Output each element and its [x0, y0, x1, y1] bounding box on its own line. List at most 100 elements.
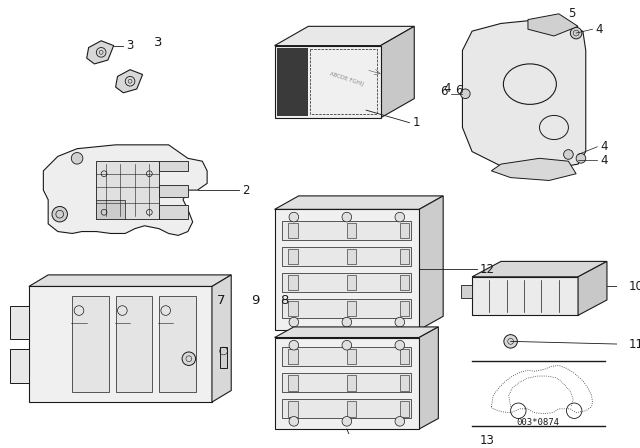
Circle shape [289, 340, 299, 350]
Circle shape [564, 150, 573, 159]
Bar [220, 347, 227, 368]
Bar [400, 401, 410, 417]
Circle shape [52, 207, 67, 222]
Circle shape [182, 352, 196, 366]
Circle shape [504, 335, 517, 348]
Circle shape [342, 340, 351, 350]
Polygon shape [419, 196, 443, 330]
Bar [282, 273, 412, 292]
Bar [288, 375, 298, 391]
Text: 6: 6 [440, 86, 448, 99]
Circle shape [461, 89, 470, 99]
Polygon shape [275, 337, 419, 429]
Polygon shape [419, 327, 438, 429]
Text: 3: 3 [126, 39, 134, 52]
Circle shape [395, 212, 404, 222]
Polygon shape [159, 185, 188, 197]
Bar [288, 349, 298, 365]
Polygon shape [461, 284, 472, 298]
Polygon shape [492, 158, 576, 181]
Polygon shape [463, 20, 586, 171]
Text: 3: 3 [154, 36, 163, 49]
Text: 1: 1 [412, 116, 420, 129]
Polygon shape [275, 46, 381, 118]
Text: 4: 4 [600, 140, 608, 153]
Polygon shape [381, 26, 414, 118]
Polygon shape [578, 262, 607, 315]
Circle shape [395, 417, 404, 426]
Polygon shape [86, 41, 114, 64]
Polygon shape [528, 14, 578, 36]
Text: 8: 8 [280, 294, 289, 307]
Bar [400, 375, 410, 391]
Bar [400, 349, 410, 365]
Text: 5: 5 [568, 7, 576, 20]
Bar [282, 347, 412, 366]
Text: 7: 7 [218, 294, 226, 307]
Polygon shape [472, 277, 578, 315]
Bar [159, 296, 196, 392]
Bar [347, 249, 356, 264]
Circle shape [395, 340, 404, 350]
Bar [347, 349, 356, 365]
Polygon shape [159, 161, 188, 171]
Bar [282, 299, 412, 318]
Polygon shape [472, 262, 607, 277]
Polygon shape [275, 26, 414, 46]
Bar [347, 223, 356, 238]
Circle shape [71, 152, 83, 164]
Circle shape [342, 317, 351, 327]
Bar [288, 301, 298, 316]
Polygon shape [212, 275, 231, 402]
Polygon shape [275, 327, 438, 337]
Polygon shape [10, 349, 29, 383]
Text: 10: 10 [629, 280, 640, 293]
Circle shape [342, 212, 351, 222]
Circle shape [576, 154, 586, 163]
Bar [72, 296, 109, 392]
Bar [282, 373, 412, 392]
Bar [400, 223, 410, 238]
Circle shape [395, 317, 404, 327]
Text: 4: 4 [595, 23, 603, 36]
Polygon shape [276, 47, 308, 116]
Text: 12: 12 [480, 263, 495, 276]
Polygon shape [275, 209, 419, 330]
Text: 4: 4 [600, 154, 608, 167]
Bar [347, 275, 356, 290]
Bar [288, 275, 298, 290]
Polygon shape [10, 306, 29, 340]
Circle shape [342, 417, 351, 426]
Bar [347, 375, 356, 391]
Bar [347, 301, 356, 316]
Text: ABCDE FGHIJ: ABCDE FGHIJ [330, 72, 364, 87]
Circle shape [289, 317, 299, 327]
Polygon shape [44, 145, 207, 235]
Text: 13: 13 [480, 434, 495, 447]
Bar [116, 296, 152, 392]
Text: 11: 11 [629, 338, 640, 351]
Bar [288, 249, 298, 264]
Circle shape [289, 417, 299, 426]
Bar [288, 401, 298, 417]
Circle shape [289, 212, 299, 222]
Polygon shape [159, 205, 188, 219]
Bar [288, 223, 298, 238]
Polygon shape [97, 161, 159, 219]
Bar [282, 399, 412, 418]
Text: 003*0874: 003*0874 [516, 418, 559, 427]
Bar [400, 275, 410, 290]
Text: 2: 2 [242, 184, 250, 197]
Polygon shape [116, 70, 143, 93]
Polygon shape [275, 196, 443, 209]
Polygon shape [29, 275, 231, 286]
Bar [400, 301, 410, 316]
Bar [282, 247, 412, 266]
Text: 6: 6 [455, 84, 462, 97]
Bar [400, 249, 410, 264]
Bar [282, 221, 412, 240]
Polygon shape [97, 200, 125, 219]
Text: 9: 9 [251, 294, 259, 307]
Bar [347, 401, 356, 417]
Text: 4: 4 [444, 82, 451, 95]
